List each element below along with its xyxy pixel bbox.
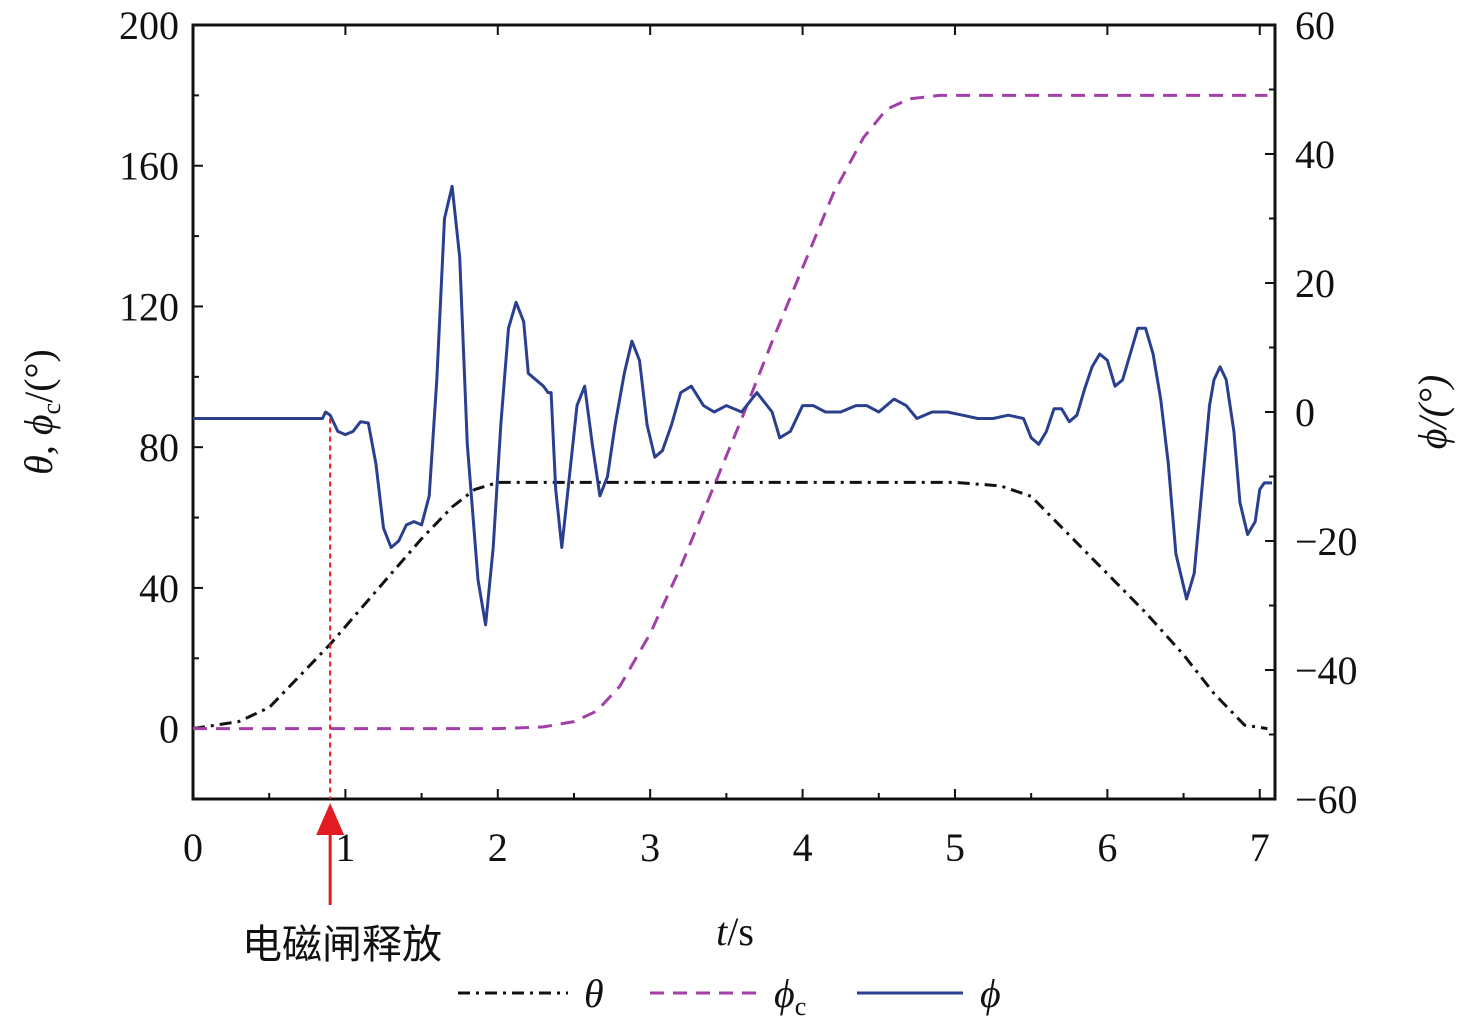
- series-line-1: [193, 93, 1268, 731]
- y-left-tick-label: 120: [119, 284, 179, 329]
- x-axis-var: t: [716, 909, 728, 954]
- y-left-axis-var: θ, ϕ: [16, 414, 61, 474]
- series-line-2: [193, 184, 1272, 627]
- annotation-label: 电磁闸释放: [242, 922, 442, 968]
- x-tick-label: 1: [335, 825, 355, 870]
- y-left-axis-title: θ, ϕc/(°): [16, 349, 66, 475]
- y-right-tick-label: 20: [1295, 261, 1335, 306]
- x-tick-label: 6: [1097, 825, 1117, 870]
- y-left-tick-label: 80: [139, 425, 179, 470]
- y-right-axis-title: ϕ/(°): [1410, 375, 1455, 449]
- annotation-layer: [316, 418, 345, 905]
- y-left-axis-sub: c: [37, 403, 66, 415]
- ticks-layer: 0 1 2 3 4 5 6 7 0 40 80 120 160 200 −60 −40 −20 0 20 40 60: [119, 3, 1358, 870]
- x-tick-label: 3: [640, 825, 660, 870]
- x-tick-label: 5: [945, 825, 965, 870]
- y-right-tick-label: −60: [1295, 777, 1358, 822]
- y-right-tick-label: 40: [1295, 132, 1335, 177]
- legend-label-2: ϕ: [980, 971, 1001, 1016]
- y-right-tick-label: 60: [1295, 3, 1335, 48]
- x-axis-title: t/s: [716, 909, 754, 954]
- annotation-arrow-head: [316, 803, 345, 835]
- x-axis-unit: /s: [727, 909, 754, 954]
- y-right-tick-label: −40: [1295, 648, 1358, 693]
- y-left-tick-label: 160: [119, 144, 179, 189]
- x-tick-label: 4: [793, 825, 813, 870]
- plot-frame: [191, 23, 1277, 801]
- y-left-tick-label: 40: [139, 566, 179, 611]
- x-tick-label: 0: [183, 825, 203, 870]
- y-left-tick-label: 0: [159, 707, 179, 752]
- legend: θ ϕc ϕ: [458, 971, 1001, 1021]
- series-layer: [193, 93, 1272, 731]
- series-line-0: [193, 480, 1268, 731]
- x-tick-label: 2: [488, 825, 508, 870]
- legend-label-sub-1: c: [795, 992, 807, 1021]
- y-left-axis-unit: /(°): [16, 349, 61, 403]
- legend-label-1: ϕc: [774, 971, 806, 1021]
- x-tick-label: 7: [1250, 825, 1270, 870]
- y-right-tick-label: 0: [1295, 390, 1315, 435]
- legend-label-0: θ: [584, 971, 604, 1016]
- y-right-tick-label: −20: [1295, 519, 1358, 564]
- y-left-tick-label: 200: [119, 3, 179, 48]
